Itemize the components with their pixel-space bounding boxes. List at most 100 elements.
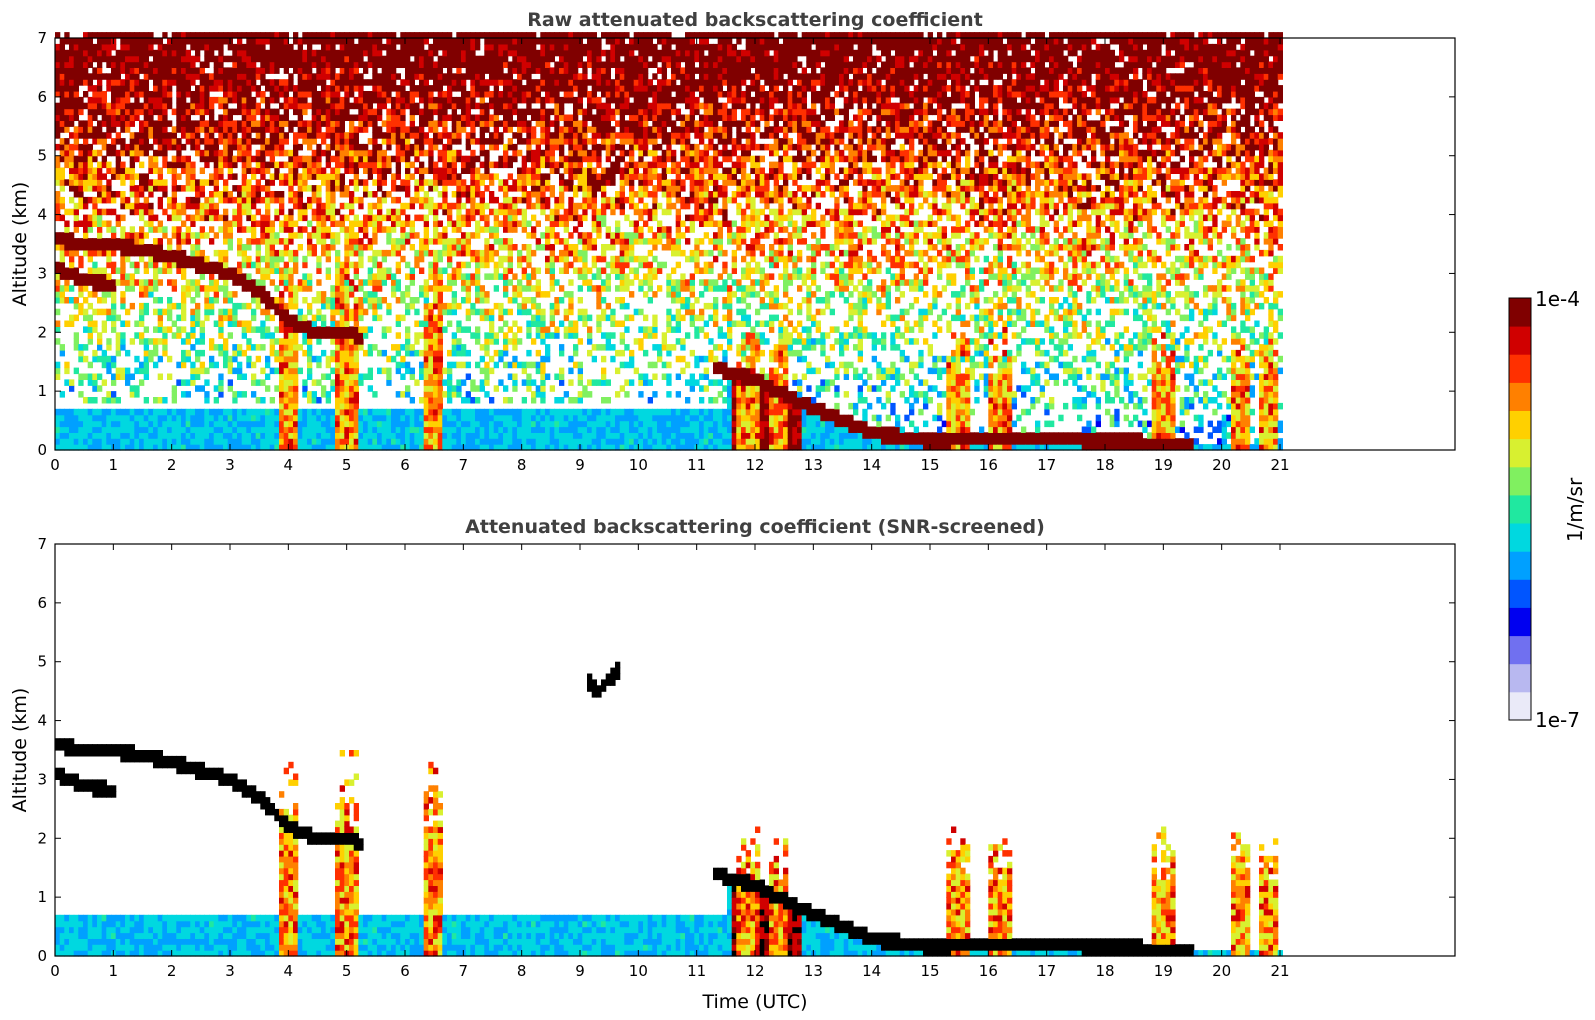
heatmap-cell bbox=[409, 408, 415, 416]
heatmap-cell bbox=[372, 202, 378, 210]
heatmap-cell bbox=[391, 61, 397, 68]
heatmap-cell bbox=[367, 438, 373, 445]
heatmap-cell bbox=[148, 285, 154, 292]
heatmap-cell bbox=[213, 67, 219, 74]
heatmap-cell bbox=[451, 344, 457, 351]
heatmap-cell bbox=[181, 391, 187, 398]
heatmap-cell bbox=[69, 173, 75, 180]
heatmap-cell bbox=[97, 79, 103, 86]
heatmap-cell bbox=[195, 314, 201, 322]
heatmap-cell bbox=[405, 432, 411, 439]
heatmap-cell bbox=[167, 432, 173, 439]
heatmap-cell bbox=[227, 320, 233, 327]
heatmap-cell bbox=[148, 414, 154, 422]
heatmap-cell bbox=[433, 261, 439, 269]
heatmap-cell bbox=[143, 185, 149, 192]
heatmap-cell bbox=[409, 267, 415, 274]
heatmap-cell bbox=[246, 161, 252, 169]
heatmap-cell bbox=[395, 214, 401, 222]
heatmap-cell bbox=[157, 38, 163, 45]
heatmap-cell bbox=[437, 149, 443, 157]
heatmap-cell bbox=[218, 96, 224, 104]
heatmap-cell bbox=[461, 167, 467, 174]
heatmap-cell bbox=[279, 220, 285, 227]
heatmap-cell bbox=[447, 214, 453, 222]
heatmap-cell bbox=[437, 355, 443, 363]
heatmap-cell bbox=[367, 208, 373, 216]
heatmap-cell bbox=[372, 414, 378, 422]
heatmap-cell bbox=[433, 167, 439, 174]
heatmap-cell bbox=[484, 138, 490, 145]
heatmap-cell bbox=[503, 397, 509, 404]
heatmap-cell bbox=[73, 73, 79, 80]
heatmap-cell bbox=[456, 202, 462, 210]
heatmap-cell bbox=[92, 373, 98, 380]
heatmap-cell bbox=[223, 279, 229, 286]
heatmap-cell bbox=[139, 208, 145, 216]
heatmap-cell bbox=[265, 255, 271, 263]
heatmap-cell bbox=[181, 67, 187, 74]
heatmap-cell bbox=[442, 408, 448, 416]
heatmap-cell bbox=[372, 220, 378, 227]
heatmap-cell bbox=[232, 414, 238, 422]
heatmap-cell bbox=[503, 149, 509, 157]
heatmap-cell bbox=[148, 220, 154, 227]
heatmap-cell bbox=[251, 173, 257, 180]
heatmap-cell bbox=[405, 291, 411, 298]
heatmap-cell bbox=[111, 420, 117, 428]
heatmap-cell bbox=[484, 444, 490, 451]
heatmap-cell bbox=[507, 73, 513, 80]
heatmap-cell bbox=[283, 420, 289, 428]
heatmap-cell bbox=[125, 438, 131, 445]
heatmap-cell bbox=[437, 385, 443, 392]
heatmap-cell bbox=[512, 149, 518, 157]
heatmap-cell bbox=[339, 143, 345, 151]
heatmap-cell bbox=[437, 314, 443, 322]
heatmap-cell bbox=[489, 179, 495, 186]
heatmap-cell bbox=[195, 367, 201, 375]
heatmap-cell bbox=[279, 61, 285, 68]
heatmap-cell bbox=[223, 85, 229, 92]
heatmap-cell bbox=[311, 249, 317, 257]
heatmap-cell bbox=[204, 214, 210, 222]
heatmap-cell bbox=[377, 85, 383, 92]
heatmap-cell bbox=[503, 202, 509, 210]
heatmap-cell bbox=[181, 355, 187, 363]
heatmap-cell bbox=[465, 43, 471, 51]
heatmap-cell bbox=[339, 420, 345, 428]
heatmap-cell bbox=[447, 238, 453, 245]
heatmap-cell bbox=[405, 38, 411, 45]
heatmap-cell bbox=[335, 126, 341, 133]
heatmap-cell bbox=[185, 444, 191, 451]
heatmap-cell bbox=[199, 79, 205, 86]
heatmap-cell bbox=[120, 114, 126, 121]
heatmap-cell bbox=[395, 143, 401, 151]
heatmap-cell bbox=[349, 308, 355, 316]
heatmap-cell bbox=[456, 114, 462, 121]
heatmap-cell bbox=[475, 202, 481, 210]
heatmap-cell bbox=[251, 344, 257, 351]
heatmap-cell bbox=[181, 96, 187, 104]
heatmap-cell bbox=[274, 438, 280, 445]
heatmap-cell bbox=[283, 179, 289, 186]
heatmap-cell bbox=[470, 214, 476, 222]
heatmap-cell bbox=[409, 49, 415, 57]
heatmap-cell bbox=[381, 432, 387, 439]
heatmap-cell bbox=[461, 238, 467, 245]
heatmap-cell bbox=[442, 367, 448, 375]
heatmap-cell bbox=[83, 226, 89, 233]
heatmap-cell bbox=[419, 196, 425, 204]
heatmap-cell bbox=[167, 67, 173, 74]
heatmap-cell bbox=[489, 49, 495, 57]
heatmap-cell bbox=[83, 297, 89, 304]
heatmap-cell bbox=[269, 302, 275, 310]
heatmap-cell bbox=[307, 173, 313, 180]
heatmap-cell bbox=[157, 143, 163, 151]
heatmap-cell bbox=[260, 73, 266, 80]
heatmap-cell bbox=[395, 55, 401, 63]
heatmap-cell bbox=[232, 320, 238, 327]
heatmap-cell bbox=[484, 373, 490, 380]
heatmap-cell bbox=[148, 73, 154, 80]
heatmap-cell bbox=[83, 43, 89, 51]
heatmap-cell bbox=[330, 214, 336, 222]
